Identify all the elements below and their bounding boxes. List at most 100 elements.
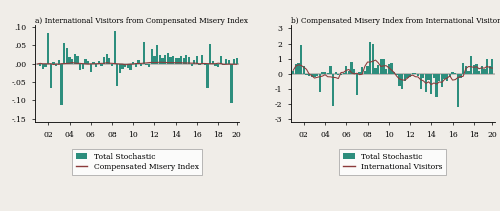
Text: b) Compensated Misery Index from International Visitors: b) Compensated Misery Index from Interna… xyxy=(290,16,500,24)
Bar xyxy=(233,59,235,64)
Bar xyxy=(180,57,182,64)
Bar xyxy=(68,57,70,64)
Bar xyxy=(58,60,60,64)
Bar xyxy=(486,59,488,74)
Bar xyxy=(177,58,180,64)
Bar xyxy=(441,74,443,88)
Bar xyxy=(409,74,411,77)
Bar xyxy=(414,73,416,74)
Bar xyxy=(82,64,84,69)
Bar xyxy=(356,74,358,95)
Bar xyxy=(334,72,337,74)
Bar xyxy=(201,55,203,64)
Text: a) International Visitors from Compensated Misery Index: a) International Visitors from Compensat… xyxy=(35,16,248,24)
Bar xyxy=(377,65,380,74)
Bar xyxy=(204,64,206,65)
Bar xyxy=(188,57,190,64)
Bar xyxy=(318,74,321,92)
Bar xyxy=(92,62,94,64)
Bar xyxy=(130,64,132,70)
Bar xyxy=(76,56,78,64)
Bar xyxy=(314,74,316,77)
Bar xyxy=(50,64,52,88)
Bar xyxy=(84,59,86,64)
Bar xyxy=(132,62,134,64)
Bar xyxy=(470,56,472,74)
Bar xyxy=(222,64,224,65)
Bar xyxy=(116,64,118,86)
Bar xyxy=(95,64,97,68)
Bar xyxy=(476,64,478,74)
Bar xyxy=(306,74,308,75)
Bar xyxy=(456,74,459,107)
Bar xyxy=(422,74,424,78)
Bar xyxy=(438,74,440,81)
Bar xyxy=(42,64,44,69)
Bar xyxy=(488,66,491,74)
Bar xyxy=(108,58,110,64)
Bar xyxy=(369,42,372,74)
Bar xyxy=(417,74,419,76)
Bar xyxy=(401,74,403,89)
Bar xyxy=(47,33,50,64)
Bar xyxy=(294,64,297,74)
Bar xyxy=(162,58,164,64)
Bar xyxy=(79,64,82,70)
Bar xyxy=(106,54,108,64)
Bar xyxy=(464,66,467,74)
Bar xyxy=(209,44,212,64)
Bar xyxy=(154,57,156,64)
Bar xyxy=(398,74,400,86)
Bar xyxy=(412,73,414,74)
Bar xyxy=(60,64,62,105)
Bar xyxy=(428,74,430,80)
Bar xyxy=(300,45,302,74)
Bar xyxy=(66,48,68,64)
Bar xyxy=(158,55,161,64)
Bar xyxy=(138,60,140,64)
Bar xyxy=(480,66,483,74)
Bar xyxy=(374,68,376,74)
Bar xyxy=(87,61,89,64)
Bar xyxy=(135,64,137,67)
Bar xyxy=(190,64,193,66)
Bar xyxy=(433,74,435,78)
Bar xyxy=(166,53,169,64)
Bar xyxy=(39,64,42,66)
Bar xyxy=(380,59,382,74)
Bar xyxy=(150,49,153,64)
Bar xyxy=(348,71,350,74)
Bar xyxy=(448,74,451,77)
Bar xyxy=(382,60,384,74)
Bar xyxy=(404,74,406,81)
Bar xyxy=(164,55,166,64)
Bar xyxy=(146,64,148,65)
Bar xyxy=(100,64,102,66)
Bar xyxy=(388,64,390,74)
Bar xyxy=(140,64,142,66)
Bar xyxy=(472,65,475,74)
Bar xyxy=(358,72,360,74)
Bar xyxy=(198,64,200,65)
Bar xyxy=(462,63,464,74)
Bar xyxy=(170,57,172,64)
Bar xyxy=(393,72,395,74)
Bar xyxy=(55,64,58,66)
Bar xyxy=(220,57,222,64)
Bar xyxy=(214,64,216,66)
Bar xyxy=(468,71,469,74)
Bar xyxy=(119,64,121,73)
Bar xyxy=(310,74,313,77)
Bar xyxy=(353,69,356,74)
Bar xyxy=(90,64,92,72)
Bar xyxy=(337,74,340,75)
Bar xyxy=(491,59,494,74)
Bar xyxy=(114,31,116,64)
Bar xyxy=(174,58,177,64)
Bar xyxy=(364,71,366,74)
Bar xyxy=(332,74,334,106)
Bar xyxy=(193,60,196,64)
Bar xyxy=(182,58,185,64)
Bar xyxy=(350,62,353,74)
Bar xyxy=(478,71,480,74)
